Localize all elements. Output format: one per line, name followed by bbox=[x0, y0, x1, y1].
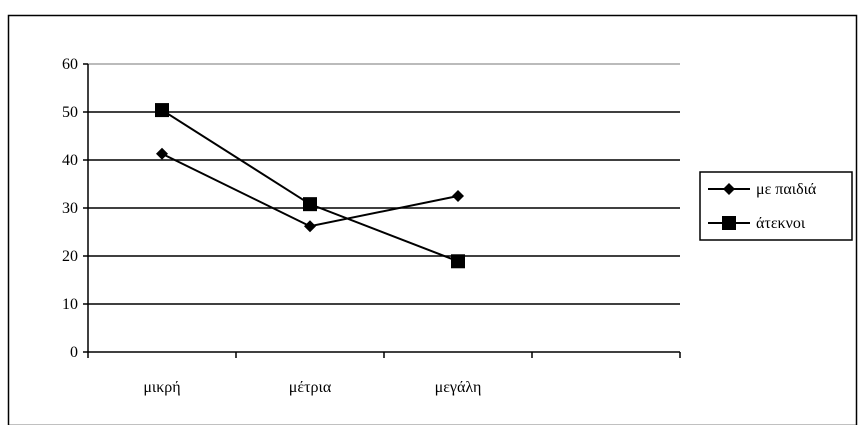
y-tick-label: 10 bbox=[62, 296, 78, 313]
y-tick-label: 0 bbox=[70, 344, 78, 361]
series-1-point bbox=[452, 190, 464, 202]
y-axis-ticks: 0 10 20 30 40 50 60 bbox=[62, 56, 88, 361]
series-2-point bbox=[451, 254, 465, 269]
x-tick-label: μεγάλη bbox=[435, 379, 482, 396]
gridlines bbox=[88, 63, 680, 305]
y-tick-label: 60 bbox=[62, 56, 78, 73]
y-tick-label: 30 bbox=[62, 200, 78, 217]
series-1-point bbox=[304, 220, 316, 233]
legend-item-2-label: άτεκνοι bbox=[756, 215, 806, 232]
y-tick-label: 50 bbox=[62, 104, 78, 121]
legend-item-1-label: με παιδιά bbox=[756, 181, 817, 198]
series-2-point bbox=[155, 103, 169, 118]
x-axis-ticks: μικρή μέτρια μεγάλη bbox=[87, 352, 681, 396]
legend-item-1-marker bbox=[723, 183, 735, 195]
legend: με παιδιά άτεκνοι bbox=[699, 171, 853, 241]
y-tick-label: 20 bbox=[62, 248, 78, 265]
series-2-point bbox=[303, 197, 317, 212]
series-1-point bbox=[156, 147, 168, 160]
series-markers bbox=[155, 103, 465, 269]
y-tick-label: 40 bbox=[62, 152, 78, 169]
x-tick-label: μέτρια bbox=[289, 379, 332, 396]
x-tick-label: μικρή bbox=[143, 379, 180, 396]
legend-item-2-marker bbox=[722, 216, 736, 230]
